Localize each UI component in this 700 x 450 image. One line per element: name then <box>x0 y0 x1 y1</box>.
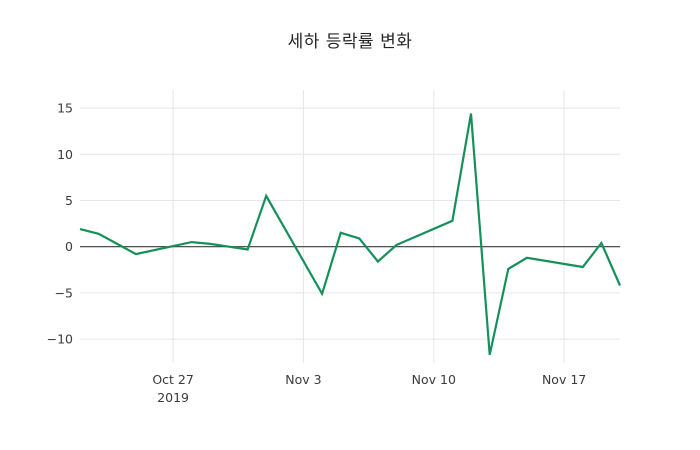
series-line <box>79 113 622 356</box>
y-tick-label: −5 <box>55 285 73 300</box>
x-tick-label: Nov 10 <box>412 372 456 387</box>
x-tick-label: Nov 17 <box>542 372 586 387</box>
y-tick-label: 5 <box>65 193 73 208</box>
y-tick-label: 10 <box>57 147 73 162</box>
x-tick-label: Nov 3 <box>285 372 321 387</box>
x-tick-label: Oct 27 <box>152 372 194 387</box>
y-tick-label: −10 <box>47 332 73 347</box>
x-tick-sublabel: 2019 <box>157 390 189 405</box>
chart-title: 세하 등락률 변화 <box>287 32 413 52</box>
y-tick-label: 0 <box>65 239 73 254</box>
y-tick-label: 15 <box>57 101 73 116</box>
